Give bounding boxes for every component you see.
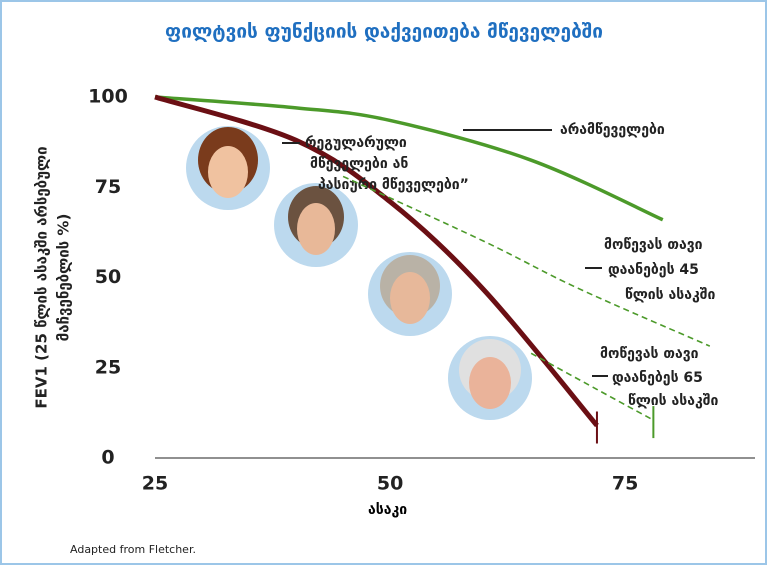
y-tick-label: 25 — [95, 356, 121, 378]
series-label: არამწეველები — [560, 122, 665, 138]
series-label: პასიური მწეველები” — [318, 177, 469, 193]
chart-title: ფილტვის ფუნქციის დაქვეითება მწეველებში — [165, 21, 603, 43]
series-label: მწეველები ან — [310, 156, 408, 172]
y-axis-label: მაჩვენებლის %) — [55, 214, 73, 342]
y-axis-label: FEV1 (25 წლის ასაკში არსებული — [33, 146, 51, 408]
x-tick-label: 50 — [377, 473, 403, 495]
x-tick-label: 25 — [142, 473, 168, 495]
y-tick-label: 75 — [95, 176, 121, 198]
footnote: Adapted from Fletcher. — [70, 543, 196, 556]
series-label: რეგულარული — [305, 135, 407, 151]
series-label: მოწევას თავი — [604, 237, 703, 253]
chart: ფილტვის ფუნქციის დაქვეითება მწეველებში ა… — [0, 0, 767, 565]
y-tick-label: 0 — [101, 447, 114, 469]
x-tick-label: 75 — [612, 473, 638, 495]
y-tick-label: 50 — [95, 266, 121, 288]
series-label: დაანებეს 65 — [612, 370, 703, 386]
x-axis-label: ასაკი — [368, 502, 407, 518]
series-label: წლის ასაკში — [625, 287, 715, 303]
series-label: წლის ასაკში — [628, 393, 718, 409]
series-label: დაანებეს 45 — [608, 262, 699, 278]
series-label: მოწევას თავი — [600, 346, 699, 362]
y-tick-label: 100 — [88, 86, 128, 108]
